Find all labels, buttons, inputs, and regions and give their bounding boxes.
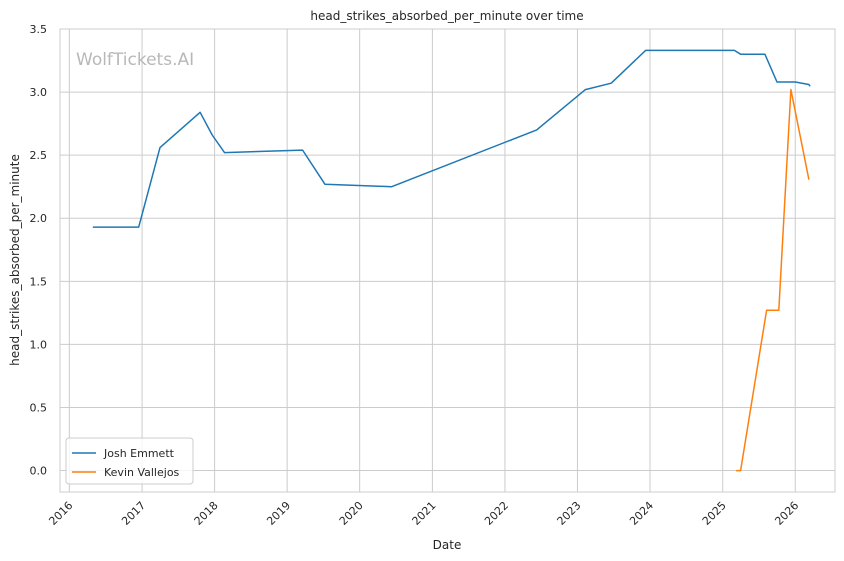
series-line-josh-emmett xyxy=(92,49,811,228)
plot-area xyxy=(59,28,836,493)
legend-frame xyxy=(65,437,194,485)
y-tick-label: 1.0 xyxy=(30,338,48,351)
series-line-kevin-vallejos xyxy=(735,88,810,472)
legend-label-kevin-vallejos: Kevin Vallejos xyxy=(104,466,180,479)
watermark-text: WolfTickets.AI xyxy=(76,50,194,70)
y-tick-label: 0.5 xyxy=(30,401,48,414)
x-axis-label: Date xyxy=(433,538,462,552)
grid-lines xyxy=(60,28,835,492)
chart-title: head_strikes_absorbed_per_minute over ti… xyxy=(310,9,583,23)
legend: Josh Emmett Kevin Vallejos xyxy=(65,437,194,485)
y-tick-label: 0.0 xyxy=(30,465,48,478)
series-layer xyxy=(92,49,811,472)
y-axis-ticks: 0.0 0.5 1.0 1.5 2.0 2.5 3.0 3.5 xyxy=(30,23,48,478)
y-tick-label: 1.5 xyxy=(30,275,48,288)
y-axis-label: head_strikes_absorbed_per_minute xyxy=(8,154,22,366)
legend-label-josh-emmett: Josh Emmett xyxy=(103,447,175,460)
y-tick-label: 2.0 xyxy=(30,212,48,225)
y-tick-label: 2.5 xyxy=(30,149,48,162)
y-tick-label: 3.5 xyxy=(30,23,48,36)
y-tick-label: 3.0 xyxy=(30,86,48,99)
